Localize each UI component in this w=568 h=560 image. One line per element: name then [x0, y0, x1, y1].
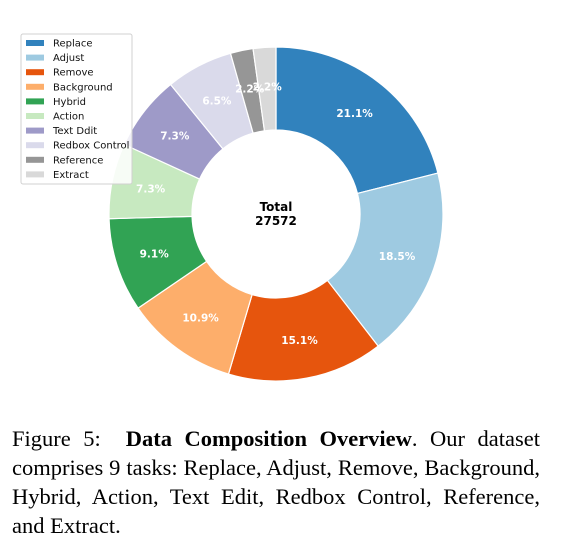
slice-label-adjust: 18.5%	[379, 251, 416, 263]
legend-label-adjust: Adjust	[53, 53, 84, 64]
slice-extract	[252, 46, 277, 132]
legend-swatch-background	[26, 83, 44, 90]
legend-label-hybrid: Hybrid	[53, 97, 86, 108]
legend-swatch-extract	[26, 171, 44, 178]
center-total-label: Total	[260, 200, 293, 214]
donut-slices	[108, 46, 444, 382]
slice-label-reference: 2.2%	[235, 84, 265, 96]
legend-label-redbox-control: Redbox Control	[53, 141, 129, 152]
legend-label-text-ddit: Text Ddit	[52, 126, 97, 137]
slice-labels: 21.1%18.5%15.1%10.9%9.1%7.3%7.3%6.5%2.2%…	[136, 81, 416, 347]
slice-label-text-ddit: 7.3%	[160, 131, 190, 143]
legend-label-extract: Extract	[53, 170, 89, 181]
legend-swatch-text-ddit	[26, 127, 44, 134]
legend-label-replace: Replace	[53, 39, 93, 50]
legend-swatch-hybrid	[26, 98, 44, 105]
slice-adjust	[326, 172, 444, 347]
slice-label-hybrid: 9.1%	[140, 249, 170, 261]
legend-label-remove: Remove	[53, 68, 94, 79]
slice-label-background: 10.9%	[182, 312, 219, 324]
donut-chart: 21.1%18.5%15.1%10.9%9.1%7.3%7.3%6.5%2.2%…	[20, 33, 444, 382]
slice-label-remove: 15.1%	[281, 335, 318, 347]
slice-replace	[275, 46, 439, 195]
figure-caption: Figure 5: Data Composition Overview. Our…	[12, 424, 540, 540]
caption-figure-label: Figure 5:	[12, 426, 101, 451]
center-total-value: 27572	[255, 214, 297, 228]
legend-swatch-action	[26, 113, 44, 119]
slice-label-replace: 21.1%	[336, 108, 373, 120]
legend-swatch-redbox-control	[26, 142, 44, 149]
caption-title: Data Composition Overview	[125, 426, 412, 451]
caption-body: . Our dataset comprises 9 tasks: Replace…	[12, 426, 540, 538]
legend-swatch-replace	[26, 40, 44, 46]
legend-swatch-adjust	[26, 54, 44, 61]
slice-label-action: 7.3%	[136, 184, 166, 196]
legend-swatch-reference	[26, 156, 44, 163]
legend-label-action: Action	[53, 112, 84, 123]
legend-swatch-remove	[26, 69, 44, 76]
slice-label-extract: 2.2%	[253, 81, 283, 93]
legend-label-background: Background	[53, 82, 113, 93]
legend: Replace Adjust Remove Background Hybrid Actio…	[20, 33, 133, 185]
legend-label-reference: Reference	[53, 155, 103, 166]
slice-label-redbox-control: 6.5%	[202, 95, 232, 107]
legend-frame	[20, 33, 133, 185]
